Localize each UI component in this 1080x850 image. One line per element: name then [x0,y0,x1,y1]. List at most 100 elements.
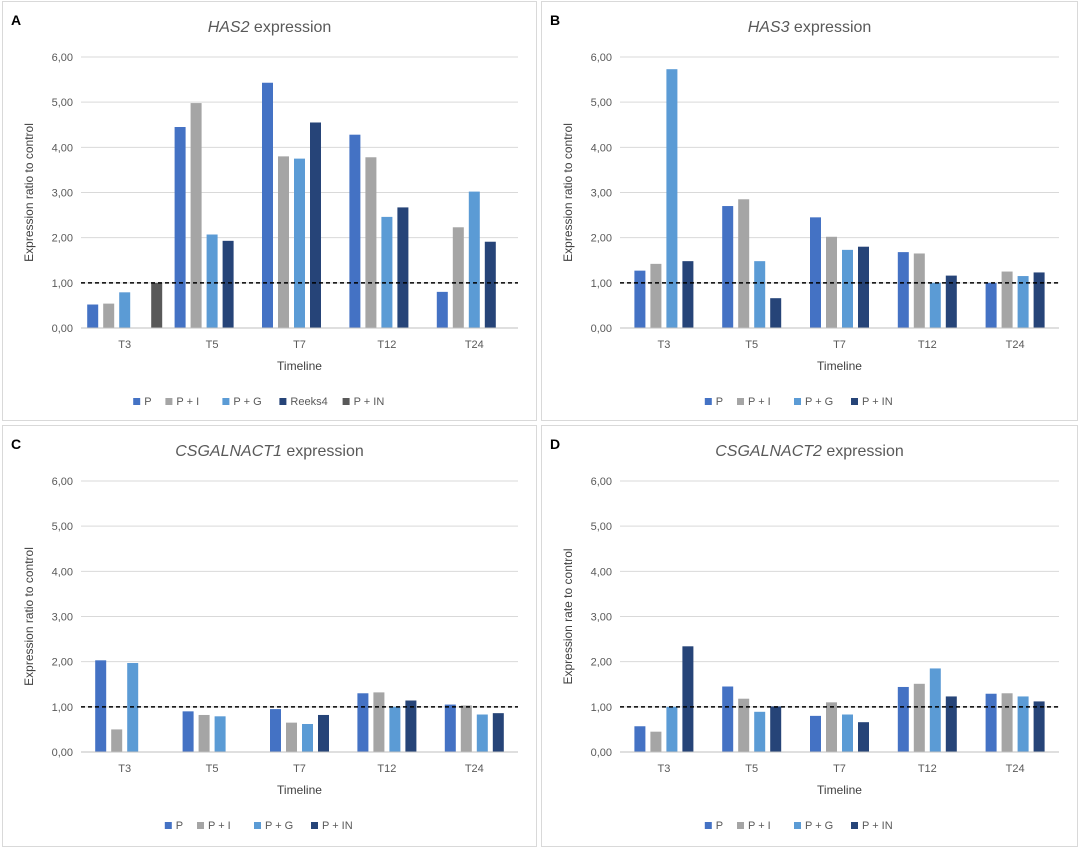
y-tick-label: 2,00 [52,657,73,669]
bar-p [985,282,997,328]
bar-p-in [318,714,329,752]
legend-swatch [254,822,261,829]
panel-letter: D [550,436,561,452]
bar-p-g [754,711,766,752]
bar-p-in [770,706,782,752]
y-tick-label: 4,00 [591,566,612,578]
bar-p-in [405,700,417,752]
chart-title-gene: CSGALNACT2 [715,443,822,460]
x-axis-label: Timeline [277,359,322,373]
x-tick-label: T3 [657,763,670,775]
y-tick-label: 3,00 [591,612,612,624]
legend-label: P + G [805,396,833,408]
bar-p-g [666,69,678,328]
bar-p-i [650,731,662,752]
bar-p-in [770,298,782,328]
legend-swatch [165,398,173,405]
legend-label: P [716,820,723,832]
bar-reeks4 [397,207,409,328]
legend-swatch [794,398,801,405]
x-axis-label: Timeline [817,359,862,373]
bar-p [722,686,734,752]
legend-label: P + I [748,396,771,408]
y-tick-label: 4,00 [591,142,612,154]
y-tick-label: 6,00 [52,52,73,64]
legend-swatch [279,398,287,405]
legend-label: P + G [265,820,293,832]
chart-svg: HAS3 expression 0,00 1,00 2,00 3,00 4,00 5,00 6… [561,19,1059,408]
legend-label: P [176,820,183,832]
legend-swatch [704,822,712,829]
x-tick-label: T12 [918,339,937,351]
legend-swatch [311,822,318,829]
y-tick-label: 2,00 [591,233,612,245]
y-tick-label: 3,00 [52,612,73,624]
bar-reeks4 [222,240,234,328]
bar-p-i [452,227,464,328]
y-tick-label: 0,00 [591,323,612,335]
x-tick-label: T3 [657,339,670,351]
bar-p-i [103,303,115,328]
bar-p-g [119,292,131,328]
legend-label: P + I [208,820,231,832]
bar-p [722,206,734,328]
y-tick-label: 3,00 [52,188,73,200]
bar-p-g [842,249,853,328]
bar-p-in [492,713,504,752]
legend-label: P + IN [354,396,385,408]
chart-title-suffix: expression [822,443,904,460]
x-tick-label: T7 [293,763,306,775]
bar-p-g [468,191,480,328]
bar-p-i [286,722,297,752]
bar-p-i [111,729,123,752]
x-axis-label: Timeline [817,783,862,797]
bar-p [897,686,909,752]
bar-p-g [381,216,393,328]
legend-swatch [737,822,744,829]
y-tick-label: 5,00 [52,97,73,109]
y-tick-label: 0,00 [52,323,73,335]
legend-label: P + G [233,396,261,408]
bar-p-in [1033,701,1045,752]
y-tick-label: 1,00 [52,702,73,714]
x-tick-label: T5 [206,763,219,775]
legend-swatch [851,398,858,405]
bar-p [897,252,909,328]
bar-p-g [214,716,226,752]
y-axis-label: Expression ratio to control [561,123,575,262]
legend-label: P + IN [862,396,893,408]
y-tick-label: 6,00 [591,52,612,64]
bar-p-g [929,668,941,752]
bar-reeks4 [484,241,496,328]
x-tick-label: T12 [377,339,396,351]
bar-p [262,82,273,329]
chart-panel-b: B HAS3 expression 0,00 1,00 2,00 3,00 4,00 5,0… [541,1,1078,421]
bar-p-in [1033,272,1045,328]
legend-swatch [197,822,204,829]
legend-swatch [851,822,858,829]
chart-title-gene: HAS3 [748,19,790,36]
bar-p [810,715,821,752]
chart-svg: HAS2 expression 0,00 1,00 2,00 3,00 4,00 5,00 6… [22,19,518,408]
bar-p-i [365,157,377,328]
chart-panel-d: D CSGALNACT2 expression 0,00 1,00 2,00 3,00 4… [541,425,1078,847]
bar-p [810,217,821,328]
legend-label: P + I [176,396,199,408]
bar-p-g [476,714,488,752]
x-tick-label: T24 [465,339,484,351]
chart-title: HAS2 expression [208,19,332,36]
bar-p [182,711,194,752]
bar-p-in [945,275,957,328]
bar-p [634,270,646,328]
bar-p-in [945,696,957,752]
legend-swatch [704,398,712,405]
bar-p-i [1001,693,1013,752]
y-tick-label: 3,00 [591,188,612,200]
bar-p-g [666,706,678,752]
bar-p-in [151,282,163,328]
y-tick-label: 5,00 [591,97,612,109]
y-tick-label: 6,00 [52,476,73,488]
y-axis-label: Expression ratio to control [22,123,36,262]
x-tick-label: T24 [465,763,484,775]
bar-p-g [929,282,941,328]
